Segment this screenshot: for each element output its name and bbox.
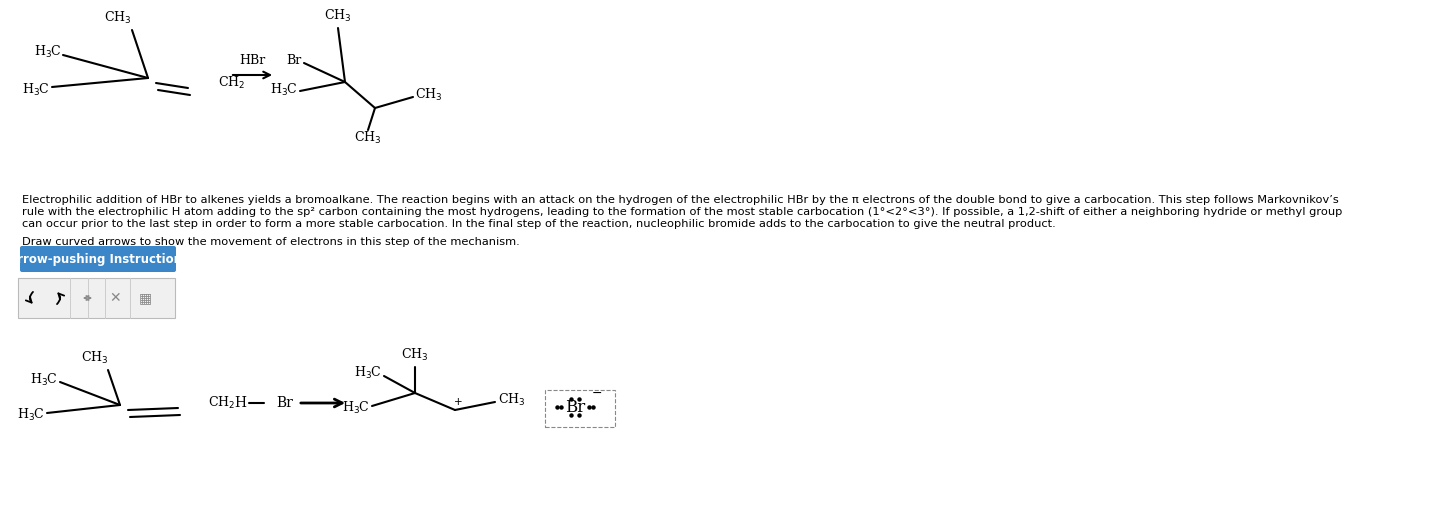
Text: H$_3$C: H$_3$C	[270, 82, 297, 98]
Text: ▦: ▦	[139, 291, 152, 305]
Text: Br: Br	[287, 53, 302, 67]
Text: CH$_3$: CH$_3$	[104, 10, 131, 26]
Text: Electrophilic addition of HBr to alkenes yields a bromoalkane. The reaction begi: Electrophilic addition of HBr to alkenes…	[22, 195, 1339, 205]
Text: ✕: ✕	[110, 291, 121, 305]
Text: CH$_3$: CH$_3$	[401, 347, 429, 363]
Text: H$_3$C: H$_3$C	[30, 372, 58, 388]
FancyBboxPatch shape	[20, 246, 176, 272]
Text: +: +	[453, 397, 462, 407]
Text: Arrow-pushing Instructions: Arrow-pushing Instructions	[7, 252, 189, 266]
Text: CH$_2$: CH$_2$	[218, 75, 245, 91]
Text: H$_3$C: H$_3$C	[17, 407, 45, 423]
Text: H$_3$C: H$_3$C	[22, 82, 51, 98]
Text: HBr: HBr	[238, 53, 266, 67]
Text: H$_3$C: H$_3$C	[35, 44, 62, 60]
Text: −: −	[592, 386, 602, 400]
Text: Br: Br	[276, 396, 293, 410]
Text: CH$_2$: CH$_2$	[208, 395, 235, 411]
Text: CH$_3$: CH$_3$	[81, 350, 108, 366]
Text: H: H	[234, 396, 245, 410]
Text: Draw curved arrows to show the movement of electrons in this step of the mechani: Draw curved arrows to show the movement …	[22, 237, 520, 247]
FancyBboxPatch shape	[17, 278, 175, 318]
Text: rule with the electrophilic H atom adding to the sp² carbon containing the most : rule with the electrophilic H atom addin…	[22, 207, 1343, 217]
Text: H$_3$C: H$_3$C	[354, 365, 383, 381]
Text: CH$_3$: CH$_3$	[414, 87, 442, 103]
Text: CH$_3$: CH$_3$	[498, 392, 526, 408]
Text: H$_3$C: H$_3$C	[342, 400, 370, 416]
Text: CH$_3$: CH$_3$	[325, 8, 352, 24]
Bar	[544, 390, 615, 427]
Text: can occur prior to the last step in order to form a more stable carbocation. In : can occur prior to the last step in orde…	[22, 219, 1056, 229]
Text: Br: Br	[565, 399, 585, 415]
Text: CH$_3$: CH$_3$	[354, 130, 381, 146]
